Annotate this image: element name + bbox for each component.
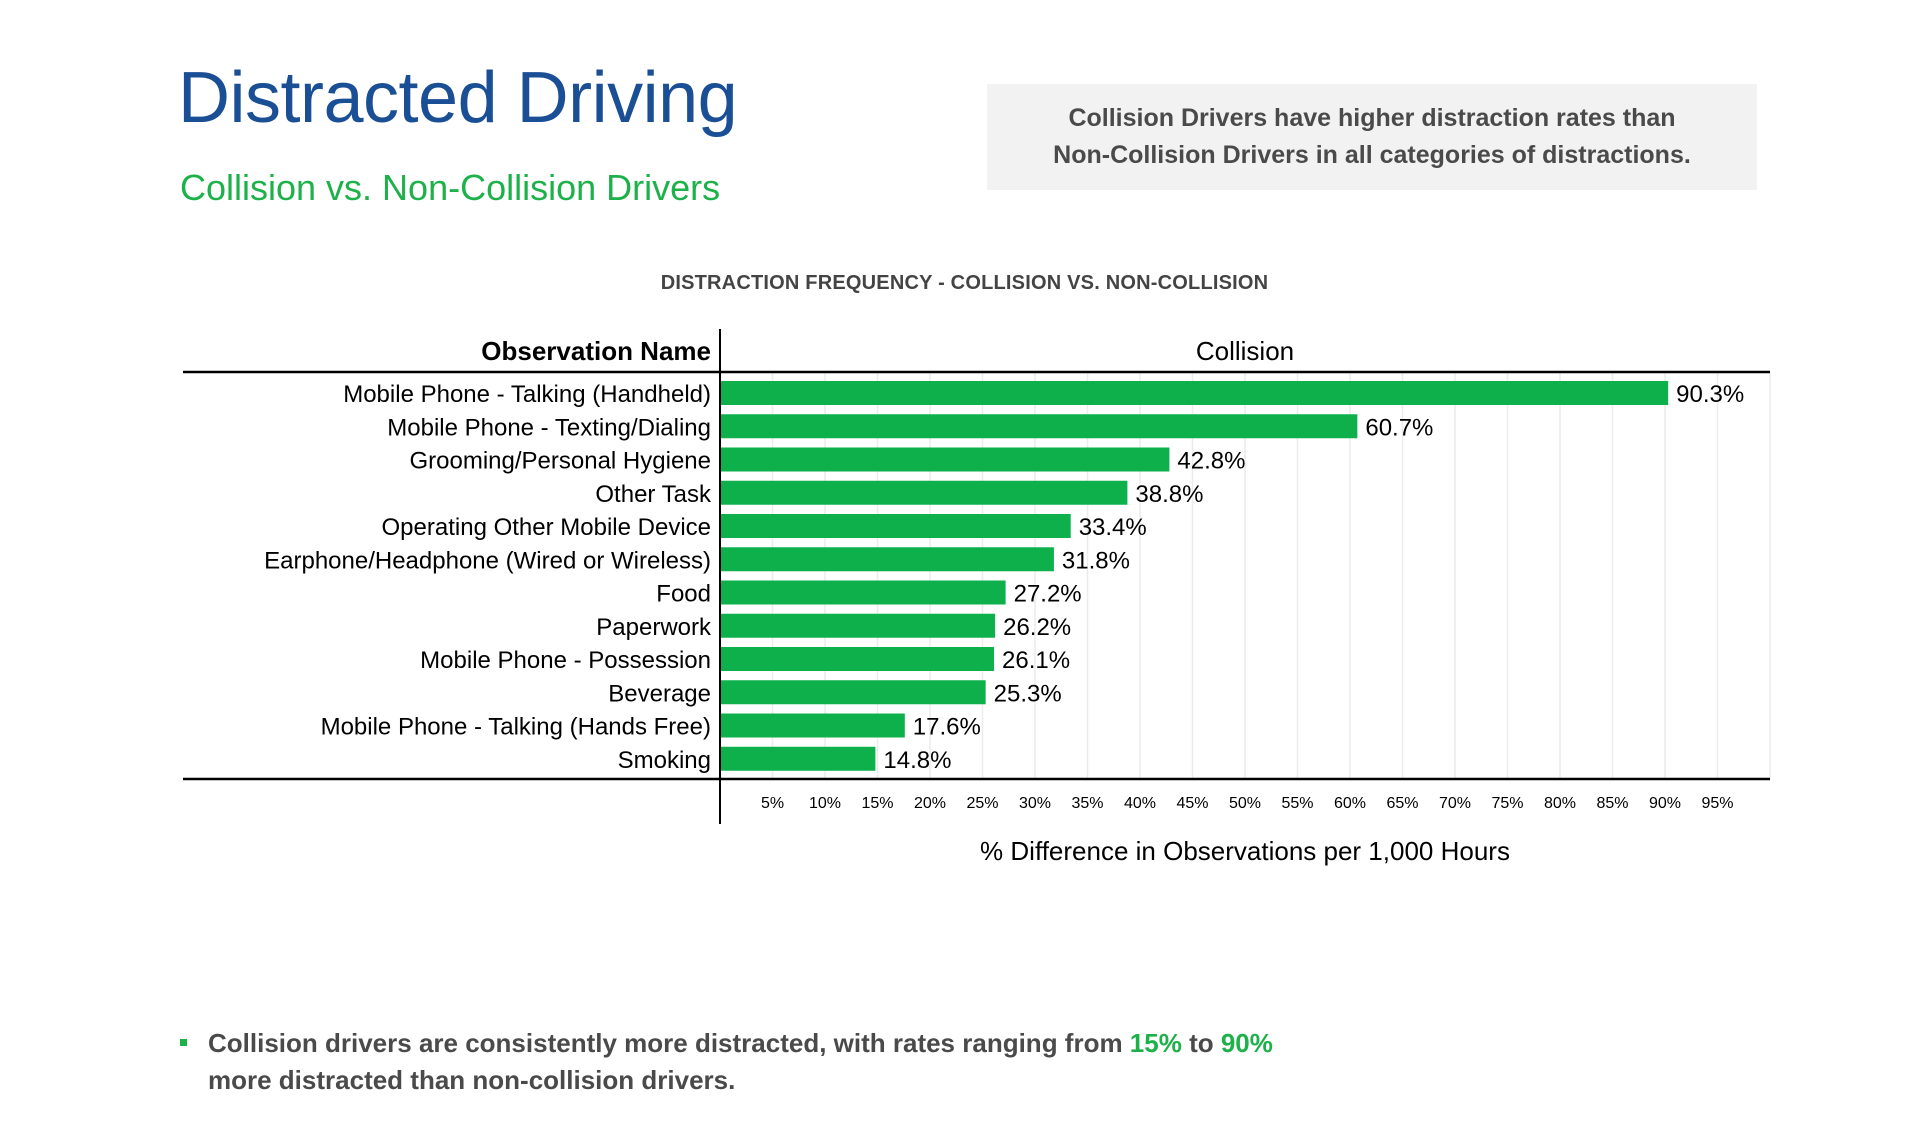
bar (720, 447, 1170, 472)
bar (720, 414, 1358, 439)
category-label: Food (656, 581, 711, 608)
x-tick-label: 95% (1701, 795, 1733, 812)
data-label: 14.8% (883, 747, 951, 774)
data-label: 60.7% (1365, 414, 1433, 441)
bar (720, 746, 876, 771)
category-label: Mobile Phone - Texting/Dialing (387, 414, 711, 441)
bar (720, 613, 996, 638)
chart-heading: DISTRACTION FREQUENCY - COLLISION VS. NO… (660, 272, 1269, 294)
category-label: Other Task (595, 481, 712, 508)
x-tick-label: 40% (1124, 795, 1156, 812)
x-tick-label: 45% (1176, 795, 1208, 812)
category-label: Earphone/Headphone (Wired or Wireless) (264, 547, 711, 574)
footer-prefix: Collision drivers are consistently more … (208, 1028, 1130, 1058)
callout-line-2: Non-Collision Drivers in all categories … (1053, 141, 1691, 169)
category-label: Mobile Phone - Talking (Hands Free) (321, 714, 711, 741)
data-label: 31.8% (1062, 547, 1130, 574)
summary-callout: Collision Drivers have higher distractio… (987, 84, 1757, 190)
x-tick-label: 10% (809, 795, 841, 812)
data-label: 38.8% (1135, 481, 1203, 508)
footer-connector: to (1181, 1028, 1221, 1058)
x-tick-label: 80% (1544, 795, 1576, 812)
bar (720, 680, 986, 705)
data-label: 90.3% (1676, 381, 1744, 408)
x-tick-label: 65% (1386, 795, 1418, 812)
x-tick-label: 55% (1281, 795, 1313, 812)
footer-text: Collision drivers are consistently more … (208, 1025, 1273, 1099)
x-tick-label: 35% (1071, 795, 1103, 812)
bar-chart: Observation Name Collision Mobile Phone - … (183, 329, 1771, 866)
category-label: Smoking (618, 747, 711, 774)
category-label: Mobile Phone - Talking (Handheld) (343, 381, 711, 408)
x-tick-label: 60% (1334, 795, 1366, 812)
page-title: Distracted Driving (178, 58, 738, 138)
footer-high-value: 90% (1220, 1028, 1273, 1058)
category-label: Beverage (608, 680, 711, 707)
x-tick-label: 15% (861, 795, 893, 812)
callout-line-1: Collision Drivers have higher distractio… (1068, 104, 1676, 132)
bar (720, 381, 1669, 405)
x-tick-label: 75% (1491, 795, 1523, 812)
data-label: 26.1% (1002, 647, 1070, 674)
data-label: 27.2% (1014, 581, 1082, 608)
x-tick-label: 50% (1229, 795, 1261, 812)
footer-low-value: 15% (1129, 1028, 1182, 1058)
footer-note: Collision drivers are consistently more … (180, 1025, 1273, 1099)
data-label: 26.2% (1003, 614, 1071, 641)
page-subtitle: Collision vs. Non-Collision Drivers (180, 167, 721, 208)
category-label: Operating Other Mobile Device (382, 514, 711, 541)
data-label: 25.3% (994, 680, 1062, 707)
x-tick-label: 90% (1649, 795, 1681, 812)
category-label: Grooming/Personal Hygiene (410, 448, 712, 475)
category-label: Mobile Phone - Possession (420, 647, 711, 674)
bar (720, 547, 1054, 572)
x-tick-label: 30% (1019, 795, 1051, 812)
x-tick-label: 20% (914, 795, 946, 812)
data-label: 17.6% (913, 714, 981, 741)
data-label: 42.8% (1177, 448, 1245, 475)
x-tick-label: 5% (761, 795, 784, 812)
x-tick-label: 85% (1596, 795, 1628, 812)
bar (720, 580, 1006, 605)
bar (720, 647, 995, 671)
data-label: 33.4% (1079, 514, 1147, 541)
x-tick-label: 70% (1439, 795, 1471, 812)
category-label: Paperwork (596, 614, 712, 641)
row-header: Observation Name (481, 336, 711, 366)
x-tick-label: 25% (966, 795, 998, 812)
x-axis-label: % Difference in Observations per 1,000 H… (980, 836, 1510, 866)
bar (720, 514, 1071, 538)
column-header: Collision (1196, 336, 1294, 366)
footer-line-2: more distracted than non-collision drive… (208, 1065, 736, 1095)
bar (720, 713, 905, 738)
bullet-icon (180, 1039, 187, 1046)
bar (720, 480, 1128, 505)
